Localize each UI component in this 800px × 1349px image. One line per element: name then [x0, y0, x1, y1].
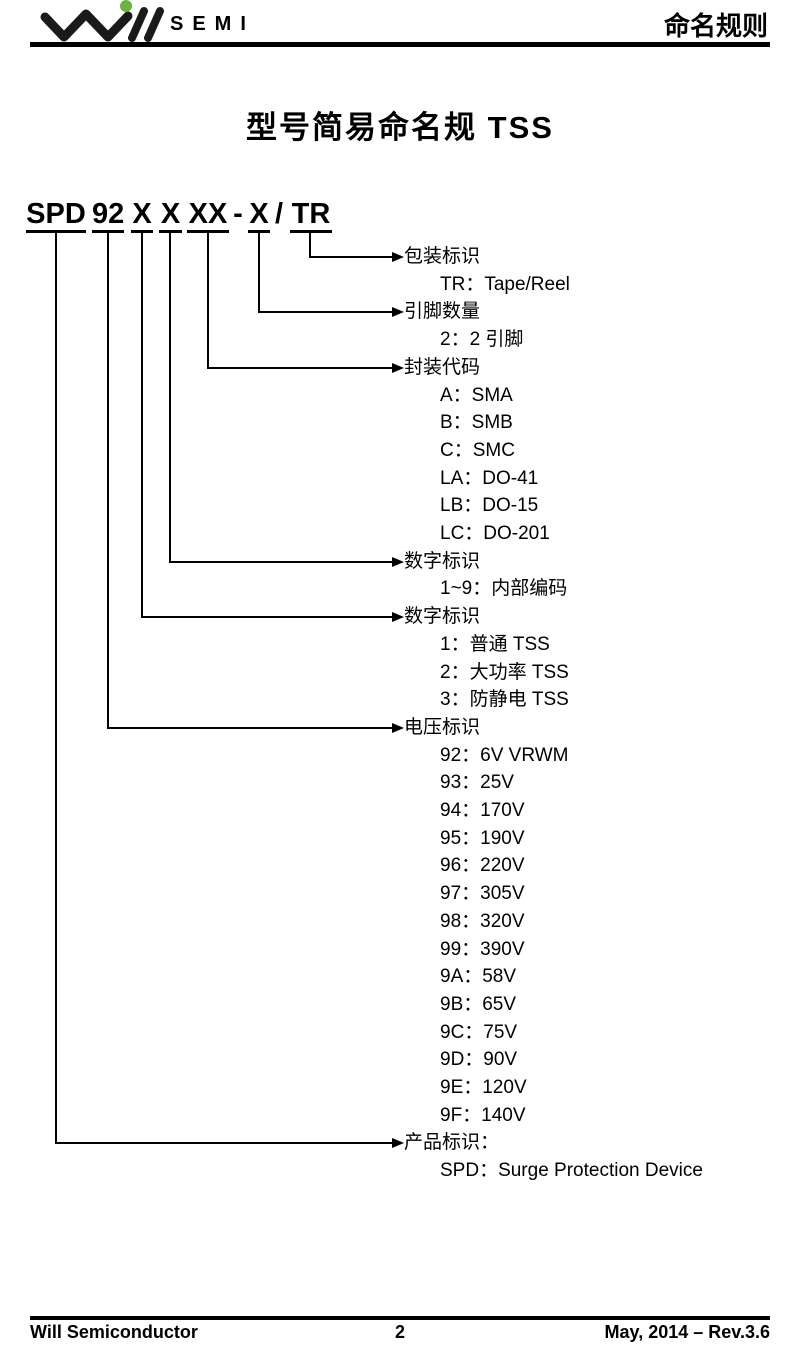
category-label: 电压标识 [404, 717, 481, 738]
page-title: 型号简易命名规 TSS [246, 110, 554, 145]
code-item: 9B：65V [440, 994, 517, 1015]
code-item: 96：220V [440, 855, 525, 876]
diagram-vline [169, 232, 171, 562]
code-item: LB：DO-15 [440, 495, 539, 516]
arrowhead-icon [392, 1138, 404, 1148]
category-label: 包装标识 [404, 246, 481, 267]
diagram-vline [258, 232, 260, 312]
code-item: 2：2 引脚 [440, 329, 524, 350]
part-separator-dash: - [233, 198, 243, 230]
diagram-hline [169, 561, 392, 563]
code-item: 92：6V VRWM [440, 745, 569, 766]
diagram-vline [55, 232, 57, 1143]
code-item: 98：320V [440, 911, 525, 932]
category-label: 封装代码 [404, 357, 481, 378]
code-item: 93：25V [440, 772, 514, 793]
code-item: C：SMC [440, 440, 515, 461]
part-separator-slash: / [274, 198, 284, 230]
code-item: 1：普通 TSS [440, 634, 550, 655]
code-item: 2：大功率 TSS [440, 662, 569, 683]
header-doc-category: 命名规则 [663, 12, 768, 41]
code-item: 95：190V [440, 828, 525, 849]
diagram-hline [55, 1142, 392, 1144]
footer-rule [30, 1316, 770, 1320]
diagram-hline [207, 367, 392, 369]
code-item: A：SMA [440, 385, 513, 406]
diagram-vline [309, 232, 311, 257]
part-segment-pins: X [248, 200, 270, 233]
code-item: 9E：120V [440, 1077, 527, 1098]
category-label: 引脚数量 [404, 301, 481, 322]
arrowhead-icon [392, 557, 404, 567]
diagram-vline [141, 232, 143, 617]
code-item: 3：防静电 TSS [440, 689, 569, 710]
code-item: 9F：140V [440, 1105, 526, 1126]
part-segment-voltage: 92 [92, 200, 124, 233]
header-rule [30, 42, 770, 47]
arrowhead-icon [392, 307, 404, 317]
code-item: LA：DO-41 [440, 468, 539, 489]
part-segment-reel: TR [290, 200, 332, 233]
diagram-hline [107, 727, 392, 729]
code-item: LC：DO-201 [440, 523, 550, 544]
part-segment-digit2: X [159, 200, 182, 233]
footer-company: Will Semiconductor [30, 1322, 198, 1342]
logo-dot-icon [120, 0, 132, 12]
code-item: B：SMB [440, 412, 513, 433]
category-label: 产品标识： [404, 1132, 500, 1153]
part-segment-digit1: X [131, 200, 153, 233]
diagram-hline [258, 311, 392, 313]
arrowhead-icon [392, 252, 404, 262]
code-item: 99：390V [440, 939, 525, 960]
category-label: 数字标识 [404, 606, 481, 627]
arrowhead-icon [392, 612, 404, 622]
code-item: 9D：90V [440, 1049, 518, 1070]
footer-page-number: 2 [394, 1322, 405, 1342]
code-item: SPD：Surge Protection Device [440, 1160, 703, 1181]
arrowhead-icon [392, 723, 404, 733]
will-logo-icon [40, 0, 164, 42]
code-item: 9A：58V [440, 966, 517, 987]
logo-semi-text: SEMI [170, 13, 255, 35]
code-item: TR：Tape/Reel [440, 274, 570, 295]
part-segment-product: SPD [26, 200, 86, 233]
code-item: 97：305V [440, 883, 525, 904]
arrowhead-icon [392, 363, 404, 373]
footer-revision: May, 2014 – Rev.3.6 [604, 1322, 770, 1342]
code-item: 9C：75V [440, 1022, 518, 1043]
diagram-vline [107, 232, 109, 728]
category-label: 数字标识 [404, 551, 481, 572]
diagram-vline [207, 232, 209, 368]
diagram-hline [309, 256, 392, 258]
code-item: 94：170V [440, 800, 525, 821]
diagram-hline [141, 616, 392, 618]
part-segment-package: XX [187, 200, 229, 233]
code-item: 1~9：内部编码 [440, 578, 568, 599]
